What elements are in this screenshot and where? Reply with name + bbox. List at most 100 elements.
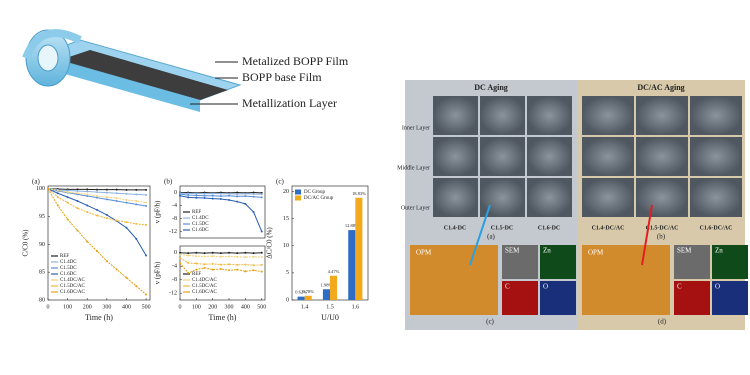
data-point xyxy=(187,252,190,255)
data-point xyxy=(76,229,79,232)
y-tick-label: -4 xyxy=(172,203,177,209)
sample-label: C1.4-DC/AC xyxy=(592,225,625,231)
data-point xyxy=(195,262,198,265)
data-point xyxy=(236,252,239,255)
y-axis-label: v (pF/h) xyxy=(154,200,162,223)
data-point xyxy=(203,255,206,258)
data-point xyxy=(219,198,222,200)
micrograph xyxy=(480,178,525,217)
data-point xyxy=(66,201,69,204)
data-point xyxy=(244,251,247,254)
value-label: 18.83% xyxy=(352,191,366,196)
data-point xyxy=(76,190,79,193)
data-point xyxy=(244,195,247,198)
data-point xyxy=(236,200,239,203)
panel-title: DC/AC Aging xyxy=(637,83,684,92)
value-label: 0.78% xyxy=(302,289,314,294)
data-point xyxy=(105,213,108,216)
sample-label: C1.6-DC xyxy=(538,225,561,231)
legend-label: REF xyxy=(192,210,201,215)
data-point xyxy=(211,262,214,265)
data-point xyxy=(145,254,148,257)
map-label: SEM xyxy=(677,247,692,255)
legend-label: REF xyxy=(60,254,69,259)
data-point xyxy=(252,211,255,213)
data-point xyxy=(211,194,214,197)
data-point xyxy=(252,191,255,194)
legend-label: DC Group xyxy=(304,190,325,195)
data-point xyxy=(195,268,198,271)
legend-label: DC/AC Group xyxy=(304,196,334,201)
data-point xyxy=(244,270,247,273)
data-point xyxy=(135,200,138,203)
y-tick-label: 15 xyxy=(283,216,289,222)
data-point xyxy=(96,191,99,194)
legend-label: C1.6DC xyxy=(60,272,77,277)
data-point xyxy=(125,201,128,204)
data-point xyxy=(86,188,89,191)
data-point xyxy=(236,268,239,271)
y-tick-label: 0 xyxy=(174,190,177,196)
x-tick-label: 500 xyxy=(142,304,151,310)
x-tick-label: 500 xyxy=(257,304,266,310)
data-point xyxy=(125,226,128,229)
y-tick-label: -4 xyxy=(172,264,177,270)
opm-image xyxy=(410,245,498,315)
opm-image xyxy=(582,245,670,315)
map-label: Zn xyxy=(715,247,723,255)
data-point xyxy=(76,192,79,195)
data-point xyxy=(56,192,59,195)
data-point xyxy=(187,254,190,257)
data-point xyxy=(145,188,148,191)
data-point xyxy=(135,188,138,191)
data-point xyxy=(96,195,99,198)
panel-label: (b) xyxy=(164,178,173,186)
data-point xyxy=(203,252,206,255)
data-point xyxy=(236,193,239,196)
y-tick-label: 95 xyxy=(39,214,45,220)
map-label: C xyxy=(677,283,682,291)
data-point xyxy=(228,198,231,201)
y-tick-label: 0 xyxy=(174,250,177,256)
legend-label: C1.6DC/AC xyxy=(60,290,86,295)
map-label: O xyxy=(715,283,720,291)
data-point xyxy=(96,214,99,217)
data-point xyxy=(228,192,231,195)
plot-frame xyxy=(179,245,266,301)
y-tick-label: 85 xyxy=(39,270,45,276)
data-point xyxy=(219,255,222,258)
legend-label: C1.6DC xyxy=(192,228,209,233)
panel-label: (b) xyxy=(657,233,666,241)
data-point xyxy=(211,255,214,258)
element-map xyxy=(502,245,538,279)
data-point xyxy=(86,195,89,198)
data-point xyxy=(125,276,128,279)
data-point xyxy=(195,194,198,197)
y-tick-label: -12 xyxy=(169,291,177,297)
data-point xyxy=(228,263,231,266)
data-point xyxy=(236,191,239,194)
y-tick-label: 100 xyxy=(36,186,45,192)
panel-label: (c) xyxy=(486,318,494,326)
data-point xyxy=(195,196,198,199)
data-point xyxy=(219,195,222,198)
x-tick-label: 200 xyxy=(208,304,217,310)
data-point xyxy=(56,189,59,192)
element-map xyxy=(712,281,748,315)
data-point xyxy=(76,188,79,191)
value-label: 4.47% xyxy=(328,269,340,274)
data-point xyxy=(195,255,198,258)
legend-label: C1.4DC/AC xyxy=(192,278,218,283)
map-label: OPM xyxy=(416,249,432,257)
micrograph xyxy=(582,96,634,135)
data-point xyxy=(244,263,247,266)
data-point xyxy=(203,192,206,195)
data-point xyxy=(135,193,138,196)
x-tick-label: 0 xyxy=(179,304,182,310)
data-point xyxy=(125,221,128,224)
map-label: OPM xyxy=(588,249,604,257)
bar xyxy=(304,295,312,300)
sample-label: C1.4-DC xyxy=(444,225,467,231)
y-tick-label: 20 xyxy=(283,189,289,195)
micrograph xyxy=(527,178,572,217)
